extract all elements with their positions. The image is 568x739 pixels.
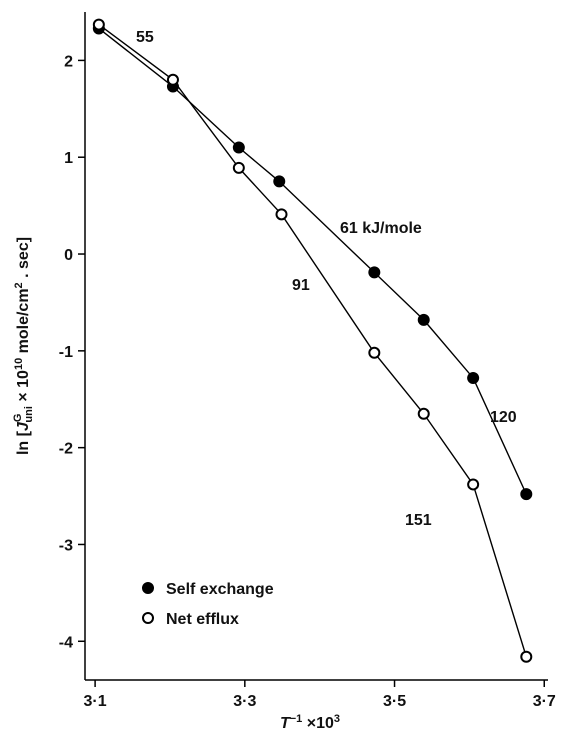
y-label-part: uni bbox=[23, 406, 35, 423]
x-label-part: T bbox=[280, 715, 291, 732]
x-tick-label: 3·5 bbox=[383, 693, 406, 710]
data-point bbox=[166, 73, 179, 86]
y-label-part: × 10 bbox=[15, 370, 32, 406]
legend-marker bbox=[142, 582, 154, 594]
data-point bbox=[467, 371, 480, 384]
y-tick-label: 2 bbox=[64, 53, 73, 70]
data-point bbox=[467, 478, 480, 491]
data-point bbox=[520, 488, 533, 501]
data-point bbox=[368, 346, 381, 359]
y-tick-label: 0 bbox=[64, 247, 73, 264]
data-point bbox=[232, 161, 245, 174]
data-point bbox=[417, 313, 430, 326]
annotation: 61 kJ/mole bbox=[340, 220, 422, 237]
annotation: 91 bbox=[292, 277, 310, 294]
x-tick-label: 3·3 bbox=[233, 693, 256, 710]
data-point bbox=[417, 407, 430, 420]
y-label-part: ln [ bbox=[15, 430, 32, 455]
y-tick-label: -1 bbox=[59, 344, 73, 361]
y-tick-label: -2 bbox=[59, 441, 73, 458]
x-axis-label: T−1 ×103 bbox=[280, 713, 340, 732]
y-label-part: 10 bbox=[13, 358, 25, 370]
legend-label: Net efflux bbox=[166, 611, 239, 628]
y-tick-label: -4 bbox=[59, 634, 73, 651]
x-label-part: 3 bbox=[334, 713, 340, 725]
y-label-part: 2 bbox=[13, 282, 25, 288]
data-point bbox=[232, 141, 245, 154]
data-point bbox=[92, 18, 105, 31]
y-axis-label: ln [JGuni × 1010 mole/cm2 . sec] bbox=[12, 237, 35, 455]
annotation: 151 bbox=[405, 512, 432, 529]
y-label-part: mole/cm bbox=[15, 288, 32, 357]
y-label-part: . sec] bbox=[15, 237, 32, 282]
y-label-part: J bbox=[15, 421, 32, 431]
legend-marker bbox=[142, 612, 154, 624]
data-point bbox=[275, 208, 288, 221]
legend-label: Self exchange bbox=[166, 581, 274, 598]
data-point bbox=[520, 650, 533, 663]
x-tick-label: 3·7 bbox=[533, 693, 556, 710]
series-line bbox=[98, 27, 527, 495]
x-label-part: −1 bbox=[290, 713, 303, 725]
series-line bbox=[98, 24, 527, 657]
annotation: 55 bbox=[136, 29, 154, 46]
annotation: 120 bbox=[490, 409, 517, 426]
y-tick-label: -3 bbox=[59, 537, 73, 554]
x-label-part: ×10 bbox=[302, 715, 334, 732]
data-point bbox=[368, 266, 381, 279]
y-label-part: G bbox=[12, 414, 24, 423]
y-tick-label: 1 bbox=[64, 150, 73, 167]
x-tick-label: 3·1 bbox=[84, 693, 107, 710]
data-point bbox=[273, 175, 286, 188]
